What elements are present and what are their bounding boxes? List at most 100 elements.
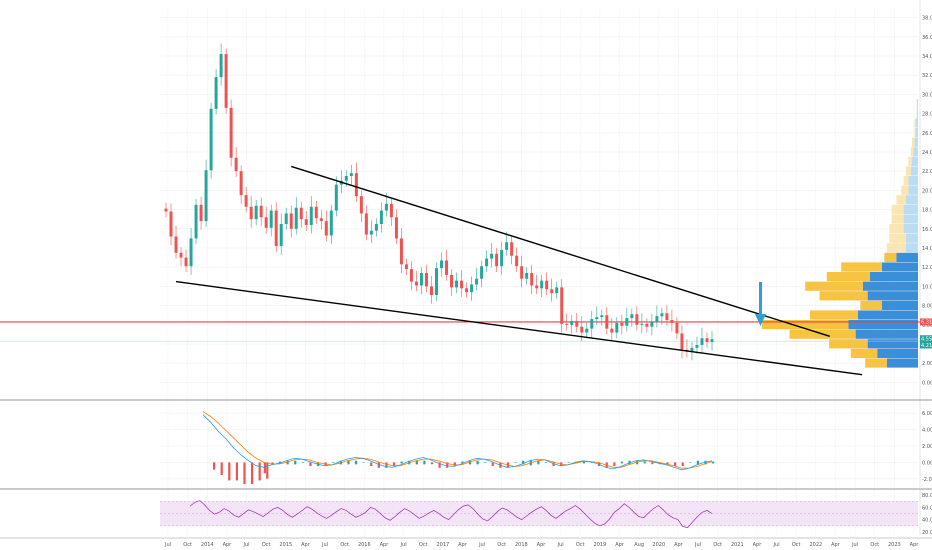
candle-body — [299, 207, 303, 220]
volume-profile-down-bar — [891, 214, 904, 224]
volume-profile-down-bar — [914, 128, 916, 138]
y-tick-label: 14.00 — [922, 246, 932, 252]
rsi-pane: 80.00 60.00 40.00 20.00 — [160, 493, 932, 536]
candle-body — [570, 320, 574, 325]
macd-histogram-bar — [461, 461, 464, 464]
candle-body — [660, 313, 664, 317]
x-tick-label: Oct — [497, 542, 506, 548]
macd-histogram-bar — [213, 462, 216, 470]
volume-profile-up-bar — [867, 339, 918, 349]
x-tick-label: Oct — [262, 542, 271, 548]
candle-body — [409, 269, 413, 282]
price-tag-box — [920, 335, 932, 343]
volume-profile-down-bar — [908, 156, 912, 166]
volume-profile-down-bar — [896, 195, 906, 205]
macd-histogram-bar — [377, 462, 380, 468]
volume-profile-down-bar — [850, 348, 878, 358]
x-tick-label: Apr — [615, 542, 625, 548]
candle-body — [249, 206, 253, 220]
volume-profile-up-bar — [862, 281, 918, 291]
candle-body — [635, 314, 639, 325]
x-tick-label: 2023 — [888, 542, 901, 548]
x-tick-label: Jul — [478, 542, 485, 548]
candle-body — [284, 213, 288, 224]
volume-profile-down-bar — [906, 166, 911, 176]
volume-profile-down-bar — [914, 118, 916, 128]
x-tick-label: Apr — [674, 542, 684, 548]
x-tick-label: 2017 — [436, 542, 449, 548]
macd-histogram-bar — [491, 462, 494, 467]
x-tick-label: 2021 — [731, 542, 744, 548]
x-tick-label: Oct — [419, 542, 428, 548]
macd-histogram-bar — [476, 460, 479, 465]
candle-body — [394, 217, 398, 239]
candle-body — [264, 217, 268, 228]
time-axis[interactable]: Jul Oct 2014 Apr Jul Oct 2015 Apr Jul Oct 2016 Apr J… — [164, 542, 919, 548]
macd-histogram-bar — [666, 462, 669, 465]
x-tick-label: 2015 — [279, 542, 292, 548]
candle-body — [379, 210, 383, 224]
y-tick-label: 20.00 — [922, 188, 932, 194]
candle-body — [354, 173, 358, 197]
macd-histogram-bar — [423, 460, 426, 465]
candle-body — [269, 210, 273, 228]
candle-body — [374, 224, 378, 231]
y-tick-label: 0.00 — [922, 380, 932, 386]
candle-body — [164, 208, 168, 212]
volume-profile-down-bar — [886, 243, 906, 253]
macd-histogram-bar — [674, 462, 677, 467]
volume-profile — [762, 99, 918, 368]
x-tick-label: Oct — [792, 542, 801, 548]
macd-histogram-bar — [696, 460, 700, 465]
volume-profile-down-bar — [910, 147, 914, 157]
x-tick-label: 2020 — [652, 542, 665, 548]
candle-body — [424, 272, 428, 287]
candle-body — [675, 322, 679, 334]
volume-profile-up-bar — [906, 195, 918, 205]
volume-profile-up-bar — [915, 128, 918, 138]
x-tick-label: Jul — [400, 542, 407, 548]
macd-histogram-bar — [643, 461, 646, 464]
macd-histogram-bar — [354, 460, 358, 465]
x-tick-label: Oct — [183, 542, 192, 548]
macd-histogram-bar — [712, 461, 715, 464]
candle-body — [490, 253, 494, 259]
candle-body — [429, 286, 433, 296]
candle-body — [600, 315, 604, 318]
macd-histogram-bar — [385, 462, 388, 468]
x-tick-label: 2022 — [809, 542, 822, 548]
candle-body — [695, 344, 699, 348]
candle-body — [555, 287, 559, 294]
volume-profile-up-bar — [882, 262, 918, 272]
y-tick-label: 8.00 — [922, 304, 932, 310]
y-tick-label: 30.00 — [922, 92, 932, 98]
pane-separators — [0, 399, 932, 539]
volume-profile-up-bar — [903, 214, 918, 224]
y-tick-label: 38.00 — [922, 16, 932, 22]
candle-body — [520, 266, 524, 279]
candle-body — [204, 170, 208, 222]
macd-y-tick-label: 2.00 — [922, 444, 932, 450]
macd-pane: 6.00 4.00 2.00 0.00 -2.00 — [160, 411, 932, 485]
candle-body — [585, 328, 589, 333]
volume-profile-down-bar — [860, 300, 882, 310]
candle-body — [575, 320, 579, 327]
y-tick-label: 32.00 — [922, 73, 932, 79]
candle-body — [485, 258, 489, 267]
x-tick-label: Apr — [537, 542, 547, 548]
y-tick-label: 2.00 — [922, 361, 932, 367]
macd-histogram-bar — [438, 462, 441, 468]
candle-body — [404, 264, 408, 270]
candle-body — [530, 272, 534, 286]
volume-profile-up-bar — [906, 233, 918, 243]
y-tick-label: 6.00 — [922, 323, 932, 329]
volume-profile-up-bar — [886, 358, 918, 368]
y-tick-label: 16.00 — [922, 227, 932, 233]
candle-body — [650, 321, 654, 327]
candle-body — [189, 238, 193, 267]
price-tag-label: 4.21 — [921, 343, 932, 349]
candle-body — [329, 210, 333, 236]
macd-histogram-bar — [537, 460, 540, 465]
candle-body — [680, 333, 684, 350]
x-tick-label: 2016 — [358, 542, 371, 548]
